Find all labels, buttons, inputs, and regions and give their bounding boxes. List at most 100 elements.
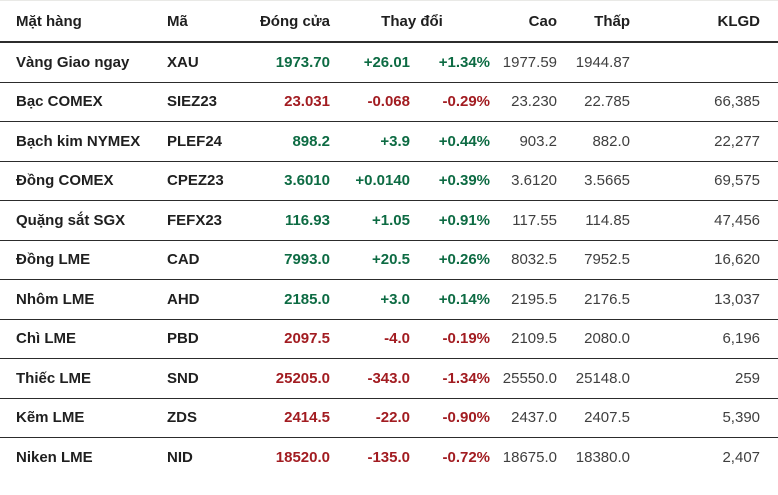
high-price: 2195.5 (511, 290, 558, 308)
volume: 13,037 (714, 290, 761, 308)
commodity-name: Thiếc LME (16, 369, 92, 387)
col-header-item[interactable]: Mặt hàng (0, 0, 152, 43)
commodity-name: Chì LME (16, 330, 76, 348)
close-price: 2097.5 (284, 330, 330, 348)
close-price: 23.031 (284, 93, 330, 111)
col-header-close[interactable]: Đóng cửa (240, 0, 332, 43)
close-price: 18520.0 (275, 448, 330, 466)
high-price: 18675.0 (502, 448, 558, 466)
high-price: 23.230 (511, 93, 558, 111)
table-row[interactable]: Bạc COMEX SIEZ23 23.031 -0.068 -0.29% 23… (0, 82, 778, 122)
commodity-code: PBD (167, 330, 199, 348)
change-value: -343.0 (367, 369, 410, 387)
table-row[interactable]: Kẽm LME ZDS 2414.5 -22.0 -0.90% 2437.0 2… (0, 398, 778, 438)
change-value: +1.05 (372, 211, 410, 229)
change-percent: -0.29% (442, 93, 491, 111)
high-price: 25550.0 (502, 369, 558, 387)
change-value: -0.068 (367, 93, 410, 111)
low-price: 22.785 (584, 93, 631, 111)
volume: 69,575 (714, 172, 761, 190)
commodity-code: CPEZ23 (167, 172, 224, 190)
commodity-name: Kẽm LME (16, 409, 85, 427)
low-price: 3.5665 (584, 172, 631, 190)
table-row[interactable]: Thiếc LME SND 25205.0 -343.0 -1.34% 2555… (0, 359, 778, 398)
change-percent: +0.26% (438, 251, 491, 269)
change-percent: +0.91% (438, 211, 491, 229)
low-price: 7952.5 (584, 251, 631, 269)
table-row[interactable]: Nhôm LME AHD 2185.0 +3.0 +0.14% 2195.5 2… (0, 280, 778, 319)
commodity-name: Đồng LME (16, 251, 91, 269)
close-price: 3.6010 (284, 172, 330, 190)
change-percent: +0.39% (438, 172, 491, 190)
commodity-code: FEFX23 (167, 211, 223, 229)
high-price: 2109.5 (511, 330, 558, 348)
volume (634, 42, 778, 82)
change-percent: +1.34% (438, 53, 491, 71)
close-price: 116.93 (284, 211, 330, 229)
commodity-code: SIEZ23 (167, 93, 218, 111)
commodity-name: Niken LME (16, 448, 93, 466)
volume: 22,277 (714, 132, 761, 150)
volume: 6,196 (722, 330, 761, 348)
commodity-name: Vàng Giao ngay (16, 53, 130, 71)
commodity-name: Đồng COMEX (16, 172, 114, 190)
high-price: 8032.5 (511, 251, 558, 269)
close-price: 7993.0 (284, 251, 330, 269)
close-price: 2185.0 (284, 290, 330, 308)
commodity-code: AHD (167, 290, 200, 308)
change-value: +26.01 (363, 53, 410, 71)
change-percent: -0.72% (442, 448, 491, 466)
col-header-high[interactable]: Cao (492, 0, 561, 43)
low-price: 1944.87 (575, 53, 631, 71)
volume: 5,390 (722, 409, 761, 427)
volume: 66,385 (714, 93, 761, 111)
col-header-change[interactable]: Thay đổi (332, 0, 493, 43)
volume: 16,620 (714, 251, 761, 269)
change-percent: -1.34% (442, 369, 491, 387)
col-header-volume[interactable]: KLGD (634, 0, 778, 43)
high-price: 903.2 (519, 132, 558, 150)
commodity-code: SND (167, 369, 199, 387)
commodity-name: Nhôm LME (16, 290, 95, 308)
close-price: 25205.0 (275, 369, 330, 387)
col-header-low[interactable]: Thấp (560, 0, 635, 43)
table-body: Vàng Giao ngay XAU 1973.70 +26.01 +1.34%… (0, 42, 778, 477)
col-header-code[interactable]: Mã (152, 0, 240, 43)
table-row[interactable]: Đồng COMEX CPEZ23 3.6010 +0.0140 +0.39% … (0, 161, 778, 201)
table-row[interactable]: Đồng LME CAD 7993.0 +20.5 +0.26% 8032.5 … (0, 240, 778, 280)
table-row[interactable]: Bạch kim NYMEX PLEF24 898.2 +3.9 +0.44% … (0, 122, 778, 161)
commodity-code: CAD (167, 251, 200, 269)
commodity-code: ZDS (167, 409, 197, 427)
change-value: +3.9 (380, 132, 410, 150)
table-row[interactable]: Niken LME NID 18520.0 -135.0 -0.72% 1867… (0, 438, 778, 477)
volume: 259 (734, 369, 761, 387)
low-price: 2407.5 (584, 409, 631, 427)
change-value: -4.0 (384, 330, 410, 348)
change-value: +20.5 (372, 251, 410, 269)
change-percent: +0.14% (438, 290, 491, 308)
change-percent: +0.44% (438, 132, 491, 150)
table-row[interactable]: Chì LME PBD 2097.5 -4.0 -0.19% 2109.5 20… (0, 319, 778, 359)
high-price: 3.6120 (511, 172, 558, 190)
low-price: 25148.0 (575, 369, 631, 387)
low-price: 18380.0 (575, 448, 631, 466)
change-value: +3.0 (380, 290, 410, 308)
low-price: 882.0 (592, 132, 631, 150)
commodity-name: Bạc COMEX (16, 93, 103, 111)
commodity-code: PLEF24 (167, 132, 223, 150)
table-header-row: Mặt hàng Mã Đóng cửa Thay đổi Cao Thấp K… (0, 0, 778, 43)
volume: 47,456 (714, 211, 761, 229)
change-value: -22.0 (375, 409, 410, 427)
volume: 2,407 (722, 448, 761, 466)
commodity-price-table: Mặt hàng Mã Đóng cửa Thay đổi Cao Thấp K… (0, 0, 778, 477)
low-price: 114.85 (585, 211, 631, 229)
change-percent: -0.19% (442, 330, 491, 348)
commodity-name: Quặng sắt SGX (16, 211, 126, 229)
commodity-code: XAU (167, 53, 199, 71)
low-price: 2176.5 (584, 290, 631, 308)
change-value: -135.0 (367, 448, 410, 466)
table-row[interactable]: Vàng Giao ngay XAU 1973.70 +26.01 +1.34%… (0, 42, 778, 82)
close-price: 1973.70 (275, 53, 330, 71)
table-row[interactable]: Quặng sắt SGX FEFX23 116.93 +1.05 +0.91%… (0, 201, 778, 240)
close-price: 898.2 (292, 132, 330, 150)
